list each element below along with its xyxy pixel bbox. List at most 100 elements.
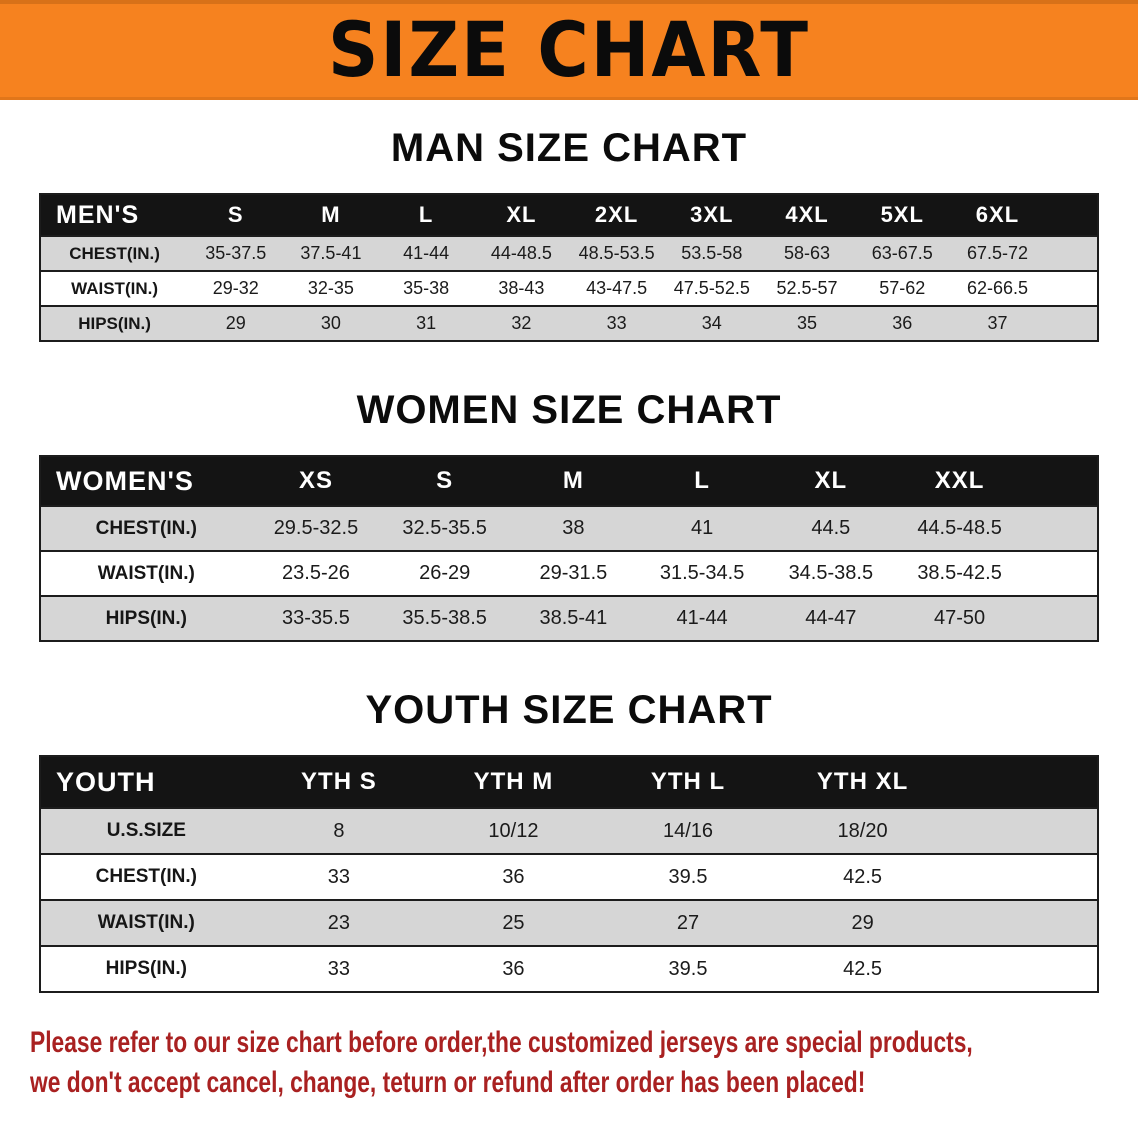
- value-cell: 35-37.5: [188, 235, 284, 272]
- value-cell: 52.5-57: [759, 270, 855, 307]
- youth-section: YOUTH SIZE CHART YOUTH YTH S YTH M YTH L YTH …: [0, 688, 1138, 993]
- value-cell: 36: [426, 853, 601, 901]
- value-cell: 34.5-38.5: [766, 550, 896, 597]
- value-cell: 41-44: [378, 235, 474, 272]
- value-cell: 35-38: [378, 270, 474, 307]
- value-cell: 44.5: [766, 505, 896, 552]
- filler-cell: [949, 853, 1098, 901]
- men-size-header: XL: [473, 193, 569, 237]
- row-label: HIPS(IN.): [40, 945, 252, 993]
- value-cell: 38.5-42.5: [895, 550, 1024, 597]
- women-size-header: XS: [251, 455, 381, 507]
- value-cell: 62-66.5: [949, 270, 1046, 307]
- value-cell: 23: [251, 899, 427, 947]
- filler-cell: [949, 755, 1098, 809]
- value-cell: 47.5-52.5: [664, 270, 760, 307]
- value-cell: 58-63: [759, 235, 855, 272]
- men-size-header: 5XL: [854, 193, 950, 237]
- filler-cell: [1023, 505, 1098, 552]
- men-data-row: WAIST(IN.) 29-32 32-35 35-38 38-43 43-47.5 47.…: [40, 270, 1098, 307]
- women-size-table: WOMEN'S XS S M L XL XXL CHEST(IN.) 29.5-32.5 32.5…: [39, 455, 1099, 642]
- value-cell: 29.5-32.5: [251, 505, 381, 552]
- youth-data-row: HIPS(IN.) 33 36 39.5 42.5: [40, 945, 1098, 993]
- value-cell: 43-47.5: [568, 270, 665, 307]
- value-cell: 27: [600, 899, 776, 947]
- filler-cell: [1045, 305, 1098, 342]
- value-cell: 33: [251, 945, 427, 993]
- youth-section-heading: YOUTH SIZE CHART: [365, 688, 773, 732]
- filler-cell: [1045, 270, 1098, 307]
- youth-size-header: YTH XL: [775, 755, 950, 809]
- value-cell: 44-48.5: [473, 235, 569, 272]
- women-data-row: CHEST(IN.) 29.5-32.5 32.5-35.5 38 41 44.5 44.5…: [40, 505, 1098, 552]
- youth-size-table: YOUTH YTH S YTH M YTH L YTH XL U.S.SIZE 8 10/12…: [39, 755, 1099, 993]
- men-size-header: M: [283, 193, 379, 237]
- value-cell: 38.5-41: [509, 595, 638, 642]
- disclaimer: Please refer to our size chart before or…: [30, 1023, 1138, 1103]
- value-cell: 44.5-48.5: [895, 505, 1024, 552]
- women-size-header: XL: [766, 455, 896, 507]
- value-cell: 38-43: [473, 270, 569, 307]
- value-cell: 63-67.5: [854, 235, 950, 272]
- youth-header-row: YOUTH YTH S YTH M YTH L YTH XL: [40, 755, 1098, 809]
- value-cell: 36: [854, 305, 950, 342]
- value-cell: 26-29: [380, 550, 510, 597]
- men-size-header: L: [378, 193, 474, 237]
- value-cell: 36: [426, 945, 601, 993]
- row-label: U.S.SIZE: [40, 807, 252, 855]
- filler-cell: [1045, 193, 1098, 237]
- value-cell: 14/16: [600, 807, 776, 855]
- filler-cell: [1045, 235, 1098, 272]
- women-section: WOMEN SIZE CHART WOMEN'S XS S M L XL XXL CHEST(I…: [0, 388, 1138, 642]
- row-label: HIPS(IN.): [40, 305, 189, 342]
- value-cell: 32: [473, 305, 569, 342]
- row-label: CHEST(IN.): [40, 235, 189, 272]
- value-cell: 37.5-41: [283, 235, 379, 272]
- disclaimer-line-2: we don't accept cancel, change, teturn o…: [30, 1066, 866, 1099]
- value-cell: 31: [378, 305, 474, 342]
- value-cell: 29-31.5: [509, 550, 638, 597]
- value-cell: 42.5: [775, 945, 950, 993]
- value-cell: 48.5-53.5: [568, 235, 665, 272]
- value-cell: 31.5-34.5: [637, 550, 767, 597]
- women-size-header: XXL: [895, 455, 1024, 507]
- women-data-row: HIPS(IN.) 33-35.5 35.5-38.5 38.5-41 41-44 44-…: [40, 595, 1098, 642]
- value-cell: 34: [664, 305, 760, 342]
- youth-size-header: YTH M: [426, 755, 601, 809]
- filler-cell: [949, 899, 1098, 947]
- row-label: HIPS(IN.): [40, 595, 252, 642]
- women-header-row: WOMEN'S XS S M L XL XXL: [40, 455, 1098, 507]
- men-header-row: MEN'S S M L XL 2XL 3XL 4XL 5XL 6XL: [40, 193, 1098, 237]
- value-cell: 41-44: [637, 595, 767, 642]
- youth-size-header: YTH L: [600, 755, 776, 809]
- value-cell: 8: [251, 807, 427, 855]
- value-cell: 25: [426, 899, 601, 947]
- filler-cell: [1023, 550, 1098, 597]
- row-label: WAIST(IN.): [40, 899, 252, 947]
- value-cell: 33: [568, 305, 665, 342]
- youth-data-row: WAIST(IN.) 23 25 27 29: [40, 899, 1098, 947]
- men-size-header: 2XL: [568, 193, 665, 237]
- value-cell: 39.5: [600, 945, 776, 993]
- women-data-row: WAIST(IN.) 23.5-26 26-29 29-31.5 31.5-34.5 34…: [40, 550, 1098, 597]
- women-size-header: M: [509, 455, 638, 507]
- value-cell: 30: [283, 305, 379, 342]
- value-cell: 42.5: [775, 853, 950, 901]
- women-size-header: S: [380, 455, 510, 507]
- youth-data-row: U.S.SIZE 8 10/12 14/16 18/20: [40, 807, 1098, 855]
- value-cell: 35.5-38.5: [380, 595, 510, 642]
- men-size-table: MEN'S S M L XL 2XL 3XL 4XL 5XL 6XL CHEST(IN.) 35-37…: [39, 193, 1099, 342]
- value-cell: 32.5-35.5: [380, 505, 510, 552]
- value-cell: 35: [759, 305, 855, 342]
- filler-cell: [1023, 595, 1098, 642]
- row-label: CHEST(IN.): [40, 505, 252, 552]
- filler-cell: [949, 807, 1098, 855]
- disclaimer-line-1: Please refer to our size chart before or…: [30, 1026, 973, 1059]
- youth-size-header: YTH S: [251, 755, 427, 809]
- value-cell: 29-32: [188, 270, 284, 307]
- women-size-header: L: [637, 455, 767, 507]
- value-cell: 29: [188, 305, 284, 342]
- men-section-heading: MAN SIZE CHART: [390, 126, 748, 170]
- men-section: MAN SIZE CHART MEN'S S M L XL 2XL 3XL 4XL 5XL 6XL C…: [0, 126, 1138, 342]
- value-cell: 41: [637, 505, 767, 552]
